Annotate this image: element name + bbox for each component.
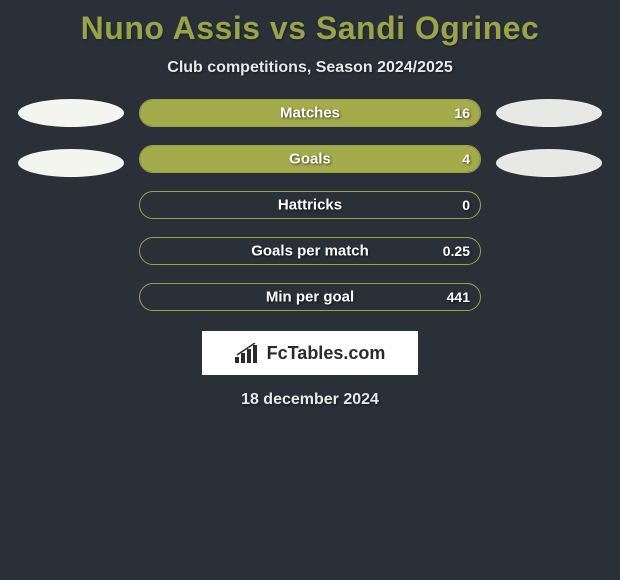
stat-row: Goals per match 0.25 xyxy=(139,237,481,265)
stat-row: Min per goal 441 xyxy=(139,283,481,311)
comparison-area: Matches 16 Goals 4 Hattricks 0 Goals per match… xyxy=(0,99,620,311)
avatar-right xyxy=(496,99,602,127)
avatar-left xyxy=(18,99,124,127)
stat-bars: Matches 16 Goals 4 Hattricks 0 Goals per match… xyxy=(139,99,481,311)
stat-row: Matches 16 xyxy=(139,99,481,127)
stat-value-right: 16 xyxy=(454,105,470,121)
stat-label: Goals xyxy=(289,151,331,168)
avatar-col-left xyxy=(11,99,131,311)
logo-box: FcTables.com xyxy=(202,331,418,375)
date-label: 18 december 2024 xyxy=(241,391,379,409)
stat-label: Goals per match xyxy=(251,243,369,260)
stat-row: Hattricks 0 xyxy=(139,191,481,219)
page-subtitle: Club competitions, Season 2024/2025 xyxy=(167,59,452,77)
stat-label: Matches xyxy=(280,105,340,122)
stat-row: Goals 4 xyxy=(139,145,481,173)
logo-text: FcTables.com xyxy=(267,343,386,364)
stat-label: Min per goal xyxy=(266,289,354,306)
stat-value-right: 0.25 xyxy=(443,243,470,259)
stat-value-right: 441 xyxy=(447,289,470,305)
stat-value-right: 4 xyxy=(462,151,470,167)
avatar-col-right xyxy=(489,99,609,311)
stat-label: Hattricks xyxy=(278,197,342,214)
stat-value-right: 0 xyxy=(462,197,470,213)
avatar-right xyxy=(496,149,602,177)
avatar-left xyxy=(18,149,124,177)
page-title: Nuno Assis vs Sandi Ogrinec xyxy=(81,10,540,47)
chart-icon xyxy=(235,343,261,363)
